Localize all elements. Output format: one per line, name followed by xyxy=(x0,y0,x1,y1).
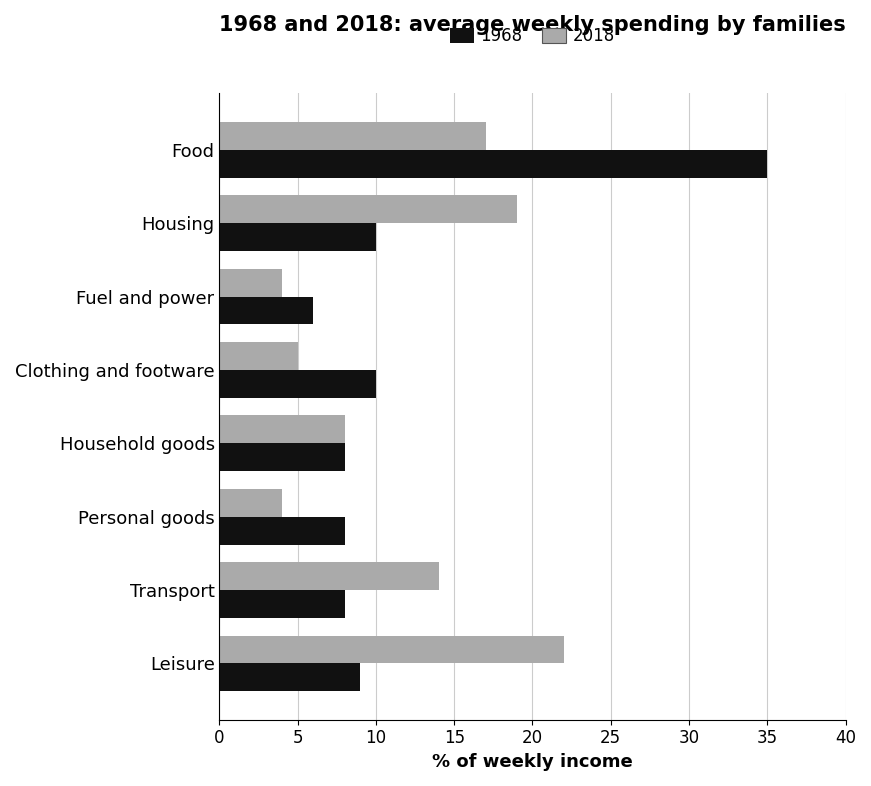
Bar xyxy=(219,562,439,590)
Legend: 1968, 2018: 1968, 2018 xyxy=(443,20,621,52)
Bar xyxy=(219,416,345,443)
Bar xyxy=(219,342,298,370)
Bar xyxy=(219,636,564,663)
Bar xyxy=(219,296,314,325)
X-axis label: % of weekly income: % of weekly income xyxy=(432,753,633,771)
Bar xyxy=(219,489,282,516)
Bar xyxy=(219,150,767,178)
Bar xyxy=(219,223,376,251)
Bar xyxy=(219,196,517,223)
Bar xyxy=(219,269,282,296)
Bar xyxy=(219,443,345,471)
Bar xyxy=(219,122,485,150)
Bar xyxy=(219,370,376,398)
Title: 1968 and 2018: average weekly spending by families: 1968 and 2018: average weekly spending b… xyxy=(219,15,846,35)
Bar xyxy=(219,590,345,618)
Bar xyxy=(219,663,361,691)
Bar xyxy=(219,516,345,545)
